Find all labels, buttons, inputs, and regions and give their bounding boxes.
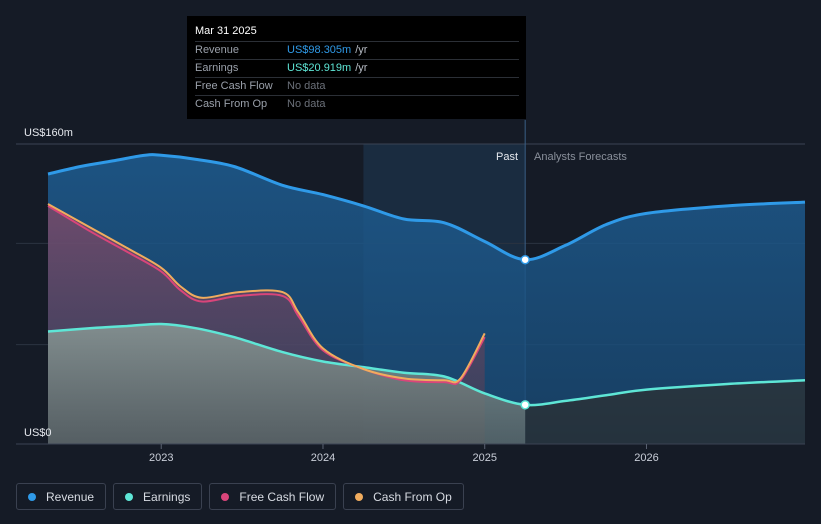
chart-legend: Revenue Earnings Free Cash Flow Cash Fro…: [16, 483, 464, 510]
legend-label: Cash From Op: [373, 489, 452, 504]
tooltip-label: Earnings: [195, 62, 239, 74]
tooltip-value: No data: [287, 98, 326, 110]
legend-dot-icon: [28, 492, 36, 501]
tooltip-value: No data: [287, 80, 326, 92]
data-tooltip: Mar 31 2025 Revenue US$98.305m /yr Earni…: [187, 16, 526, 119]
tooltip-label: Free Cash Flow: [195, 80, 273, 92]
x-tick-label: 2025: [472, 452, 496, 464]
tooltip-unit: /yr: [355, 44, 368, 56]
legend-item-cash-from-op[interactable]: Cash From Op: [343, 483, 464, 510]
earnings-line: [47, 322, 806, 407]
revenue-line: [47, 153, 806, 262]
legend-dot-icon: [221, 492, 230, 501]
tooltip-value: US$20.919m: [287, 62, 352, 74]
chart-lines: [47, 153, 806, 407]
y-axis-top-label: US$160m: [24, 127, 73, 139]
tooltip-label: Revenue: [195, 44, 240, 56]
legend-item-revenue[interactable]: Revenue: [16, 483, 107, 510]
legend-label: Earnings: [143, 489, 191, 504]
tooltip-date: Mar 31 2025: [195, 25, 257, 37]
legend-item-free-cash-flow[interactable]: Free Cash Flow: [209, 483, 337, 510]
legend-dot-icon: [125, 492, 134, 501]
tooltip-row-free-cash-flow: Free Cash Flow No data: [195, 77, 519, 95]
legend-label: Revenue: [46, 489, 95, 504]
earnings-forecast-area: [525, 380, 805, 444]
tooltip-row-earnings: Earnings US$20.919m /yr: [195, 59, 519, 77]
tooltip-unit: /yr: [355, 62, 368, 74]
y-axis-bottom-label: US$0: [24, 427, 52, 439]
tooltip-value: US$98.305m: [287, 44, 352, 56]
x-tick-label: 2024: [311, 452, 335, 464]
free-cash-flow-line: [47, 205, 486, 386]
forecast-label: Analysts Forecasts: [534, 151, 627, 163]
legend-dot-icon: [355, 492, 364, 501]
past-label: Past: [496, 151, 518, 163]
chart-markers: [520, 254, 530, 410]
cash-from-op-line: [47, 203, 486, 384]
x-tick-label: 2026: [634, 452, 658, 464]
tooltip-row-revenue: Revenue US$98.305m /yr: [195, 41, 519, 59]
chart-areas: [48, 154, 805, 445]
legend-item-earnings[interactable]: Earnings: [113, 483, 203, 510]
tooltip-label: Cash From Op: [195, 98, 268, 110]
revenue-marker: [520, 254, 530, 265]
earnings-marker: [520, 400, 530, 410]
legend-label: Free Cash Flow: [239, 489, 325, 504]
x-tick-label: 2023: [149, 452, 173, 464]
tooltip-row-cash-from-op: Cash From Op No data: [195, 95, 519, 113]
chart-axis: 2023 2024 2025 2026: [16, 443, 805, 464]
